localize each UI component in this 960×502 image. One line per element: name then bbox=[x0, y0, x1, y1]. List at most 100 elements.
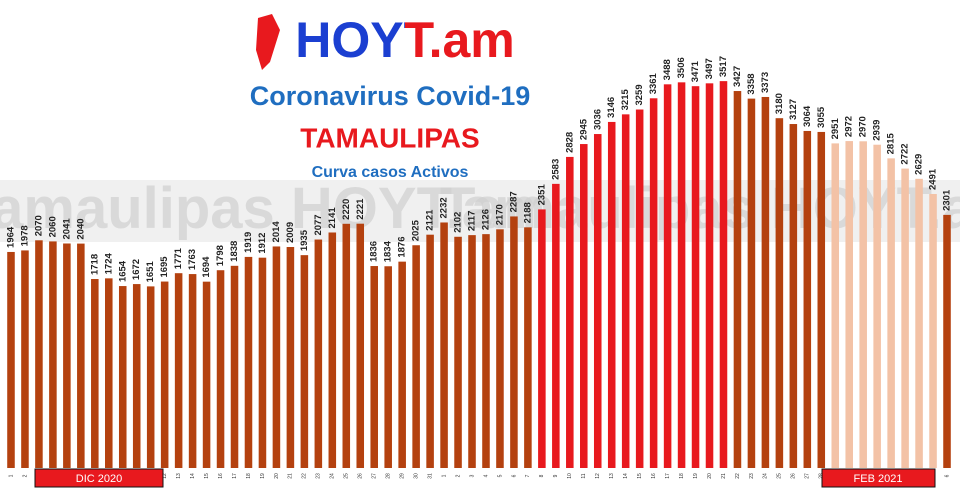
value-label: 2939 bbox=[872, 120, 883, 141]
bar bbox=[356, 223, 365, 468]
value-label: 1672 bbox=[131, 259, 142, 280]
x-tick-label: 31 bbox=[427, 473, 433, 479]
value-label: 1834 bbox=[383, 240, 394, 262]
value-label: 2009 bbox=[285, 222, 296, 243]
bar bbox=[49, 241, 57, 468]
value-label: 3055 bbox=[816, 106, 827, 128]
x-tick-label: 5 bbox=[497, 474, 503, 477]
value-label: 2815 bbox=[886, 132, 897, 154]
value-label: 1838 bbox=[229, 241, 240, 262]
bar bbox=[216, 270, 225, 468]
x-tick-label: 6 bbox=[944, 474, 950, 477]
x-tick-label: 1 bbox=[8, 474, 14, 477]
bar bbox=[496, 229, 504, 468]
value-label: 3036 bbox=[592, 109, 603, 130]
bar bbox=[35, 240, 43, 468]
bar bbox=[803, 130, 812, 468]
value-label: 3127 bbox=[788, 99, 799, 120]
x-tick-label: 21 bbox=[721, 473, 727, 479]
bar bbox=[398, 261, 406, 468]
value-label: 3506 bbox=[676, 57, 687, 78]
period-label: DIC 2020 bbox=[76, 473, 122, 485]
value-label: 2221 bbox=[355, 198, 366, 220]
bar bbox=[118, 286, 127, 468]
value-label: 3215 bbox=[620, 88, 631, 110]
value-label: 1912 bbox=[257, 233, 268, 254]
value-label: 3497 bbox=[704, 58, 715, 79]
x-tick-label: 1 bbox=[441, 474, 447, 477]
bar bbox=[929, 193, 937, 469]
value-label: 3373 bbox=[760, 72, 771, 93]
value-label: 2126 bbox=[481, 209, 492, 230]
bar bbox=[77, 243, 85, 468]
bar bbox=[91, 279, 99, 468]
x-tick-label: 18 bbox=[679, 473, 685, 479]
value-label: 2077 bbox=[313, 214, 324, 235]
value-label: 2170 bbox=[494, 204, 505, 225]
bar bbox=[593, 134, 602, 469]
bar bbox=[258, 257, 267, 468]
value-label: 3488 bbox=[662, 59, 673, 80]
bar bbox=[146, 286, 155, 468]
value-label: 3361 bbox=[648, 72, 659, 94]
logo: HOYT.am bbox=[295, 12, 515, 68]
x-tick-label: 28 bbox=[386, 473, 392, 479]
bar bbox=[901, 168, 909, 468]
bar bbox=[272, 246, 281, 468]
bar bbox=[566, 156, 574, 469]
bar bbox=[747, 98, 756, 469]
value-label: 2287 bbox=[508, 191, 519, 212]
value-label: 3064 bbox=[802, 105, 813, 127]
bar bbox=[286, 247, 295, 468]
x-tick-label: 2 bbox=[22, 474, 28, 477]
bar bbox=[524, 227, 532, 468]
chart-subtitle: TAMAULIPAS bbox=[300, 122, 479, 153]
value-label: 2951 bbox=[830, 118, 841, 140]
bar bbox=[132, 284, 141, 468]
value-label: 2220 bbox=[341, 199, 352, 220]
value-label: 1935 bbox=[299, 229, 310, 251]
x-tick-label: 23 bbox=[749, 473, 755, 479]
value-label: 2060 bbox=[47, 216, 58, 237]
x-tick-label: 30 bbox=[413, 473, 419, 479]
value-label: 2945 bbox=[578, 118, 589, 140]
bar bbox=[454, 236, 462, 468]
bar bbox=[202, 281, 211, 468]
value-label: 2301 bbox=[942, 189, 953, 211]
value-label: 1798 bbox=[215, 245, 226, 266]
bar bbox=[775, 118, 784, 468]
x-tick-label: 3 bbox=[469, 474, 475, 477]
x-tick-label: 6 bbox=[511, 474, 517, 477]
value-label: 1718 bbox=[89, 254, 100, 275]
bar bbox=[677, 82, 686, 468]
value-label: 2722 bbox=[900, 143, 911, 164]
x-tick-label: 12 bbox=[162, 473, 168, 479]
value-label: 1771 bbox=[173, 247, 184, 269]
value-label: 3259 bbox=[634, 84, 645, 105]
x-tick-label: 27 bbox=[805, 473, 811, 479]
value-label: 2232 bbox=[439, 197, 450, 218]
value-label: 1964 bbox=[6, 226, 17, 248]
bar bbox=[188, 274, 197, 468]
x-tick-label: 20 bbox=[707, 473, 713, 479]
x-tick-label: 13 bbox=[609, 473, 615, 479]
bar bbox=[105, 278, 113, 468]
period-box bbox=[821, 468, 936, 488]
x-tick-label: 14 bbox=[190, 473, 196, 479]
bar bbox=[230, 265, 239, 468]
period-label: FEB 2021 bbox=[854, 473, 903, 485]
value-label: 2629 bbox=[914, 154, 925, 175]
x-tick-label: 25 bbox=[344, 473, 350, 479]
plot: 1964119782207032060420415204061718717248… bbox=[6, 56, 953, 479]
value-label: 2188 bbox=[522, 202, 533, 223]
x-tick-label: 23 bbox=[316, 473, 322, 479]
x-tick-label: 15 bbox=[204, 473, 210, 479]
x-tick-label: 16 bbox=[218, 473, 224, 479]
value-label: 2070 bbox=[33, 215, 44, 236]
bar bbox=[314, 239, 323, 468]
x-tick-label: 22 bbox=[735, 473, 741, 479]
watermark: Tamaulipas HOYT.amTamaulipas HOYT.am bbox=[0, 176, 960, 241]
bar bbox=[63, 243, 71, 468]
value-label: 2117 bbox=[467, 211, 478, 232]
